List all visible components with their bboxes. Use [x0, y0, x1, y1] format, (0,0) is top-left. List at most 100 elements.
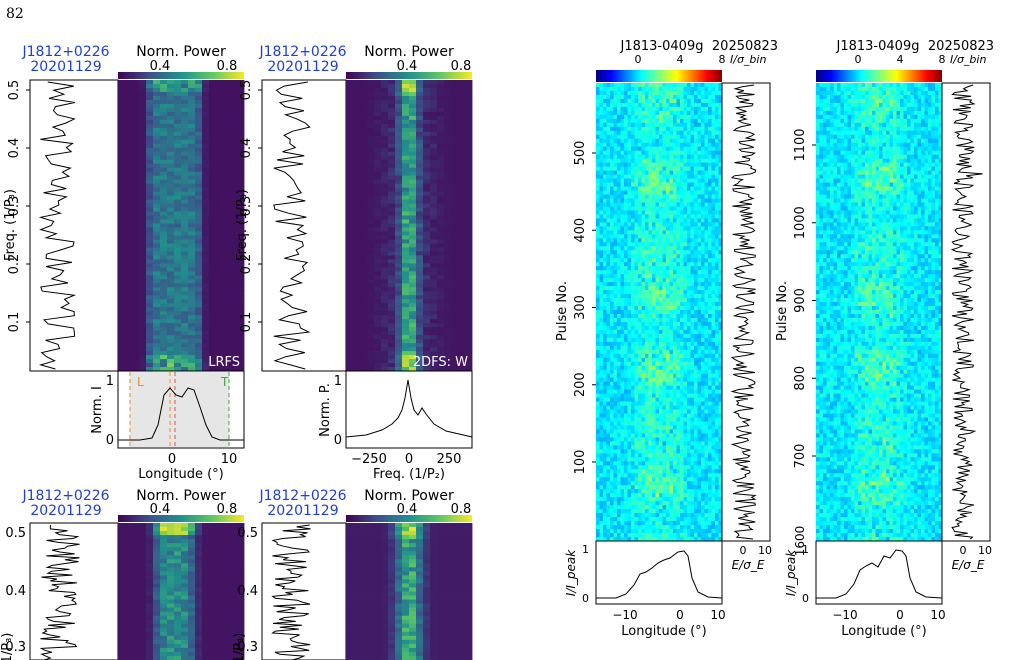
- stack-cell: [701, 174, 705, 179]
- heatmap-cell: [209, 291, 217, 296]
- heatmap-cell: [237, 155, 245, 161]
- heatmap-cell: [430, 259, 438, 264]
- stack-cell: [680, 190, 684, 195]
- stack-cell: [627, 190, 632, 195]
- heatmap-cell: [416, 335, 424, 340]
- stack-cell: [711, 150, 716, 156]
- heatmap-cell: [416, 271, 424, 276]
- heatmap-cell: [230, 331, 238, 336]
- heatmap-cell: [374, 163, 382, 169]
- heatmap-cell: [402, 319, 410, 324]
- heatmap-cell: [444, 195, 452, 200]
- heatmap-cell: [388, 331, 396, 336]
- heatmap-cell: [146, 635, 154, 641]
- heatmap-cell: [458, 167, 466, 173]
- stack-cell: [634, 178, 639, 183]
- heatmap-cell: [458, 635, 466, 641]
- heatmap-cell: [125, 87, 133, 93]
- heatmap-cell: [237, 315, 245, 320]
- heatmap-cell: [153, 275, 161, 280]
- heatmap-cell: [423, 191, 431, 197]
- heatmap-cell: [139, 231, 147, 236]
- heatmap-cell: [216, 327, 224, 332]
- heatmap-cell: [353, 127, 361, 133]
- heatmap-cell: [132, 611, 140, 617]
- heatmap-cell: [423, 151, 431, 157]
- heatmap-cell: [353, 103, 361, 109]
- heatmap-cell: [202, 159, 210, 165]
- stack-cell: [694, 162, 698, 168]
- heatmap-cell: [444, 631, 452, 637]
- heatmap-cell: [146, 267, 154, 272]
- heatmap-cell: [395, 359, 403, 364]
- heatmap-cell: [209, 239, 217, 244]
- heatmap-cell: [202, 147, 210, 153]
- heatmap-cell: [423, 635, 431, 641]
- heatmap-cell: [188, 571, 196, 576]
- stack-cell: [652, 146, 656, 152]
- stack-cell: [659, 90, 663, 96]
- heatmap-cell: [458, 259, 466, 264]
- heatmap-cell: [181, 227, 189, 232]
- heatmap-cell: [209, 227, 217, 232]
- heatmap-cell: [423, 259, 431, 264]
- heatmap-cell: [388, 231, 396, 236]
- heatmap-cell: [381, 127, 389, 133]
- heatmap-cell: [360, 547, 368, 552]
- stack-cell: [599, 186, 604, 191]
- heatmap-cell: [395, 635, 403, 641]
- heatmap-cell: [353, 531, 361, 536]
- heatmap-cell: [437, 251, 445, 256]
- stack-cell: [701, 106, 705, 112]
- stack-cell: [648, 150, 653, 156]
- stack-cell: [690, 158, 695, 164]
- heatmap-cell: [167, 355, 175, 360]
- heatmap-cell: [195, 655, 203, 660]
- heatmap-cell: [409, 135, 417, 141]
- heatmap-cell: [423, 335, 431, 340]
- stack-cell: [662, 126, 667, 132]
- heatmap-cell: [423, 95, 431, 101]
- stack-cell: [631, 114, 635, 120]
- heatmap-cell: [465, 575, 473, 580]
- stack-cell: [704, 83, 709, 88]
- heatmap-cell: [160, 587, 168, 592]
- heatmap-cell: [132, 159, 140, 165]
- heatmap-cell: [395, 367, 403, 372]
- heatmap-cell: [202, 255, 210, 260]
- heatmap-cell: [423, 239, 431, 244]
- heatmap-cell: [125, 159, 133, 165]
- heatmap-cell: [430, 167, 438, 173]
- heatmap-cell: [458, 199, 466, 204]
- stack-cell: [638, 146, 642, 152]
- stack-cell: [715, 174, 719, 179]
- heatmap-cell: [209, 223, 217, 228]
- heatmap-cell: [388, 127, 396, 133]
- heatmap-cell: [230, 235, 238, 240]
- heatmap-cell: [458, 191, 466, 197]
- stack-cell: [617, 134, 621, 140]
- heatmap-cell: [381, 231, 389, 236]
- heatmap-cell: [395, 255, 403, 260]
- heatmap-cell: [216, 239, 224, 244]
- heatmap-cell: [139, 283, 147, 288]
- heatmap-cell: [451, 135, 459, 141]
- heatmap-cell: [374, 307, 382, 312]
- heatmap-cell: [118, 523, 126, 528]
- heatmap-cell: [423, 559, 431, 564]
- heatmap-cell: [444, 611, 452, 617]
- heatmap-cell: [188, 567, 196, 572]
- stack-cell: [711, 158, 716, 164]
- stack-cell: [638, 138, 642, 144]
- heatmap-cell: [181, 203, 189, 208]
- heatmap-cell: [209, 171, 217, 177]
- stack-cell: [652, 110, 656, 116]
- stack-cell: [694, 142, 698, 148]
- heatmap-cell: [223, 243, 231, 248]
- heatmap-cell: [416, 611, 424, 617]
- heatmap-cell: [353, 155, 361, 161]
- heatmap-cell: [374, 359, 382, 364]
- heatmap-cell: [209, 523, 217, 528]
- heatmap-cell: [353, 279, 361, 284]
- heatmap-cell: [374, 631, 382, 637]
